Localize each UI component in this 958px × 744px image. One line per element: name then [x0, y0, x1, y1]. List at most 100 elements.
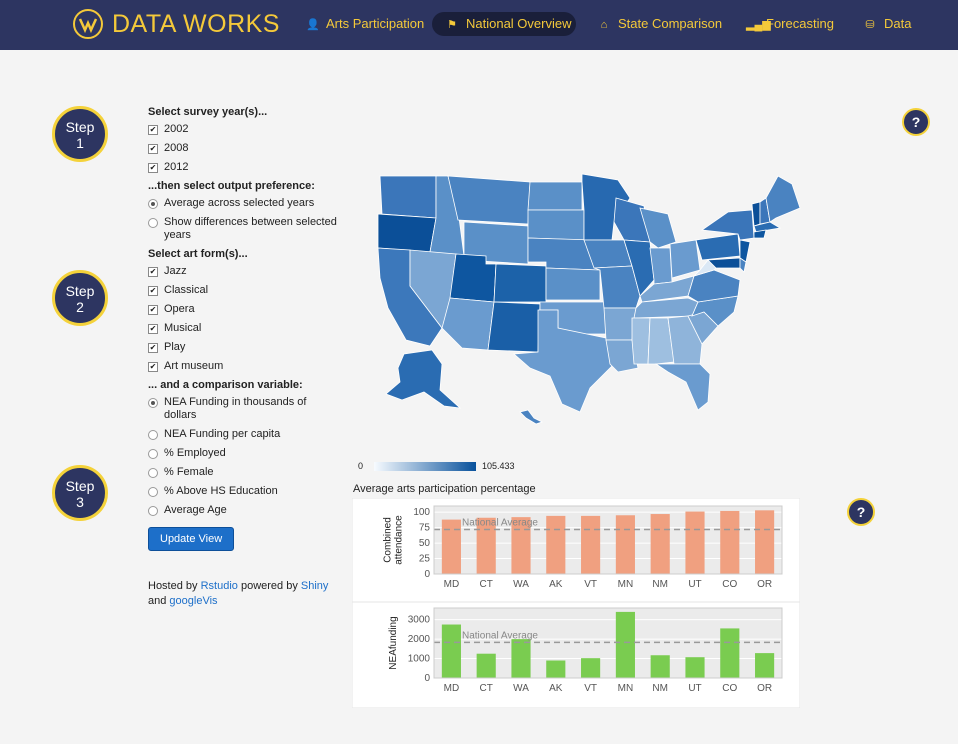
- nav-national-overview[interactable]: ⚑ National Overview: [432, 12, 576, 36]
- data-works-logo-icon: [73, 9, 103, 39]
- checkbox[interactable]: ✔: [148, 305, 158, 315]
- x-tick-label: CT: [480, 579, 493, 590]
- artform-checkbox-jazz[interactable]: ✔ Jazz: [148, 265, 187, 277]
- bar-or[interactable]: [755, 653, 775, 678]
- comparison-radio-1[interactable]: NEA Funding per capita: [148, 428, 338, 441]
- bar-md[interactable]: [441, 624, 461, 678]
- bar-ut[interactable]: [685, 657, 705, 678]
- year-checkbox-2002[interactable]: ✔ 2002: [148, 123, 189, 135]
- legend-gradient-bar: [374, 462, 476, 471]
- googlevis-link[interactable]: googleVis: [169, 595, 218, 607]
- brand[interactable]: DATA WORKS: [72, 8, 280, 40]
- control-form: Select survey year(s)... ✔ 2002 ✔ 2008 ✔ 2012…: [148, 106, 338, 609]
- bar-vt[interactable]: [581, 515, 601, 574]
- year-checkbox-2008[interactable]: ✔ 2008: [148, 142, 189, 154]
- signal-icon: ▂▄▆: [746, 19, 771, 31]
- y-tick-label: 0: [424, 673, 430, 684]
- bar-ct[interactable]: [476, 517, 496, 574]
- bar-co[interactable]: [720, 510, 740, 574]
- nav-forecasting[interactable]: ▂▄▆Forecasting: [732, 12, 834, 36]
- y-tick-label: 75: [419, 523, 431, 534]
- bar-nm[interactable]: [650, 514, 670, 574]
- state-ks: [545, 267, 601, 301]
- bar-md[interactable]: [441, 519, 461, 574]
- x-tick-label: CO: [722, 683, 737, 694]
- artform-checkbox-art-museum[interactable]: ✔ Art museum: [148, 360, 224, 372]
- database-icon: ⛁: [865, 19, 875, 31]
- artform-checkbox-musical[interactable]: ✔ Musical: [148, 322, 202, 334]
- bar-ut[interactable]: [685, 511, 705, 574]
- home-icon: ⌂: [600, 19, 608, 31]
- shiny-link[interactable]: Shiny: [300, 580, 329, 592]
- checkbox[interactable]: ✔: [148, 163, 158, 173]
- help-button-charts[interactable]: ?: [847, 498, 875, 526]
- radio-button[interactable]: [148, 430, 158, 440]
- bar-wa[interactable]: [511, 517, 531, 574]
- radio-button[interactable]: [148, 398, 158, 408]
- y-tick-label: 1000: [408, 654, 431, 665]
- nav-arts-participation[interactable]: 👤 Arts Participation: [292, 12, 424, 36]
- radio-button[interactable]: [148, 218, 158, 228]
- comparison-radio-0[interactable]: NEA Funding in thousands of dollars: [148, 396, 338, 422]
- plot-border: [433, 607, 783, 679]
- output-radio-1[interactable]: Show differences between selected years: [148, 216, 338, 242]
- artform-checkbox-play[interactable]: ✔ Play: [148, 341, 186, 353]
- x-tick-label: CT: [480, 683, 493, 694]
- legend-max: 105.433: [482, 461, 515, 471]
- bar-vt[interactable]: [581, 658, 601, 678]
- checkbox[interactable]: ✔: [148, 267, 158, 277]
- y-tick-label: 2000: [408, 634, 431, 645]
- bar-mn[interactable]: [615, 515, 635, 574]
- comparison-radio-2[interactable]: % Employed: [148, 447, 338, 460]
- rstudio-link[interactable]: Rstudio: [200, 580, 238, 592]
- state-hi: [519, 409, 544, 425]
- bar-ct[interactable]: [476, 653, 496, 678]
- y-axis-label: attendance: [394, 515, 405, 565]
- state-ga: [667, 315, 703, 365]
- state-al: [647, 317, 675, 365]
- update-view-button[interactable]: Update View: [148, 527, 235, 551]
- year-checkbox-2012[interactable]: ✔ 2012: [148, 161, 189, 173]
- checkbox[interactable]: ✔: [148, 125, 158, 135]
- bar-co[interactable]: [720, 628, 740, 678]
- comparison-radio-3[interactable]: % Female: [148, 466, 338, 479]
- radio-button[interactable]: [148, 487, 158, 497]
- radio-button[interactable]: [148, 506, 158, 516]
- comparison-radio-4[interactable]: % Above HS Education: [148, 485, 338, 498]
- us-choropleth-map[interactable]: [368, 168, 808, 428]
- state-me: [765, 175, 801, 223]
- artform-checkbox-classical[interactable]: ✔ Classical: [148, 284, 209, 296]
- radio-button[interactable]: [148, 199, 158, 209]
- y-tick-label: 0: [424, 569, 430, 580]
- checkbox[interactable]: ✔: [148, 324, 158, 334]
- bar-or[interactable]: [755, 510, 775, 574]
- bar-ak[interactable]: [546, 515, 566, 574]
- comparison-radio-5[interactable]: Average Age: [148, 504, 338, 517]
- national-average-label: National Average: [462, 517, 538, 528]
- radio-button[interactable]: [148, 468, 158, 478]
- navbar: DATA WORKS 👤 Arts Participation ⚑ National …: [0, 0, 958, 50]
- x-tick-label: UT: [688, 683, 701, 694]
- bar-mn[interactable]: [615, 611, 635, 678]
- help-button-map[interactable]: ?: [902, 108, 930, 136]
- nav-data[interactable]: ⛁ Data: [850, 12, 922, 36]
- state-ct: [753, 229, 767, 239]
- radio-button[interactable]: [148, 449, 158, 459]
- checkbox[interactable]: ✔: [148, 144, 158, 154]
- checkbox[interactable]: ✔: [148, 362, 158, 372]
- chart-section-title: Average arts participation percentage: [353, 483, 536, 495]
- checkbox[interactable]: ✔: [148, 343, 158, 353]
- checkbox[interactable]: ✔: [148, 286, 158, 296]
- state-or: [377, 213, 437, 253]
- y-axis-label: NEAfunding: [388, 616, 399, 669]
- x-tick-label: CO: [722, 579, 737, 590]
- credits: Hosted by Rstudio powered by Shiny and g…: [148, 580, 329, 607]
- artform-checkbox-opera[interactable]: ✔ Opera: [148, 303, 195, 315]
- y-tick-label: 50: [419, 538, 431, 549]
- output-radio-0[interactable]: Average across selected years: [148, 197, 338, 210]
- state-tx: [513, 309, 615, 413]
- nav-state-comparison[interactable]: ⌂ State Comparison: [584, 12, 722, 36]
- bar-nm[interactable]: [650, 655, 670, 678]
- bar-wa[interactable]: [511, 639, 531, 678]
- bar-ak[interactable]: [546, 660, 566, 679]
